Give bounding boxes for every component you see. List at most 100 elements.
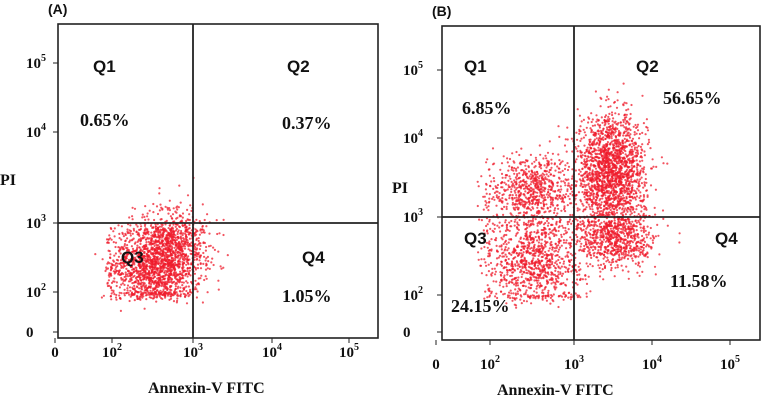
event-dot [194, 279, 197, 282]
event-dot [128, 270, 131, 273]
event-dot [551, 201, 554, 204]
event-dot [188, 267, 191, 270]
event-dot [564, 138, 567, 141]
event-dot [110, 292, 113, 295]
event-dot [179, 263, 182, 266]
event-dot [207, 260, 210, 263]
event-dot [550, 179, 553, 182]
event-dot [533, 177, 537, 180]
event-dot [123, 244, 126, 247]
event-dot [157, 231, 160, 234]
event-dot [135, 230, 138, 233]
event-dot [136, 294, 139, 297]
event-dot [180, 281, 184, 284]
event-dot [133, 287, 136, 290]
panel-a-q3-label: Q3 [121, 248, 144, 267]
event-dot [548, 180, 551, 183]
event-dot [529, 209, 533, 212]
event-dot [124, 275, 127, 278]
event-dot [509, 193, 512, 196]
event-dot [639, 199, 642, 202]
event-dot [541, 175, 544, 178]
event-dot [654, 188, 658, 191]
event-dot [129, 260, 133, 263]
event-dot [204, 259, 207, 262]
event-dot [133, 299, 136, 302]
event-dot [619, 160, 623, 163]
event-dot [138, 234, 141, 237]
event-dot [165, 248, 168, 251]
event-dot [524, 201, 527, 204]
event-dot [151, 252, 154, 255]
event-dot [185, 280, 188, 283]
event-dot [507, 169, 510, 172]
event-dot [195, 253, 198, 256]
event-dot [580, 183, 583, 186]
event-dot [203, 218, 206, 222]
event-dot [643, 183, 646, 186]
event-dot [622, 120, 625, 124]
event-dot [194, 266, 197, 270]
event-dot [601, 173, 604, 176]
event-dot [537, 211, 540, 214]
event-dot [131, 232, 134, 235]
event-dot [197, 283, 201, 286]
event-dot [580, 120, 583, 123]
event-dot [165, 219, 168, 222]
event-dot [488, 197, 491, 200]
event-dot [161, 223, 164, 227]
event-dot [626, 190, 629, 193]
event-dot [149, 285, 152, 289]
event-dot [151, 271, 154, 274]
event-dot [480, 272, 483, 275]
event-dot [636, 170, 639, 173]
event-dot [562, 194, 565, 197]
event-dot [172, 236, 175, 239]
event-dot [612, 153, 615, 156]
event-dot [630, 145, 633, 148]
event-dot [569, 236, 572, 239]
event-dot [129, 224, 132, 227]
event-dot [163, 228, 166, 231]
event-dot [115, 293, 118, 297]
event-dot [109, 295, 112, 298]
event-dot [548, 171, 551, 174]
event-dot [158, 236, 161, 239]
event-dot [131, 257, 135, 261]
event-dot [582, 204, 585, 207]
event-dot [582, 178, 585, 181]
event-dot [179, 256, 182, 259]
event-dot [155, 205, 159, 208]
event-dot [629, 112, 632, 116]
event-dot [575, 131, 578, 134]
event-dot [161, 208, 164, 211]
event-dot [130, 276, 133, 279]
event-dot [173, 220, 176, 223]
event-dot [179, 254, 182, 257]
event-dot [153, 252, 156, 255]
event-dot [162, 288, 165, 291]
event-dot [153, 257, 156, 260]
event-dot [508, 197, 511, 200]
event-dot [113, 254, 116, 257]
event-dot [636, 187, 639, 190]
event-dot [583, 191, 587, 194]
x-tick-label: 104 [262, 342, 282, 361]
event-dot [567, 251, 570, 254]
y-tick-label: 105 [26, 53, 46, 72]
event-dot [608, 147, 611, 150]
event-dot [187, 255, 190, 258]
event-dot [620, 167, 623, 170]
event-dot [147, 240, 150, 243]
event-dot [591, 141, 594, 144]
event-dot [176, 293, 179, 296]
event-dot [622, 103, 625, 106]
event-dot [505, 205, 508, 208]
event-dot [201, 225, 204, 228]
event-dot [181, 253, 184, 256]
event-dot [171, 242, 174, 245]
event-dot [612, 208, 616, 211]
event-dot [166, 208, 169, 211]
event-dot [613, 184, 617, 188]
event-dot [609, 183, 612, 186]
